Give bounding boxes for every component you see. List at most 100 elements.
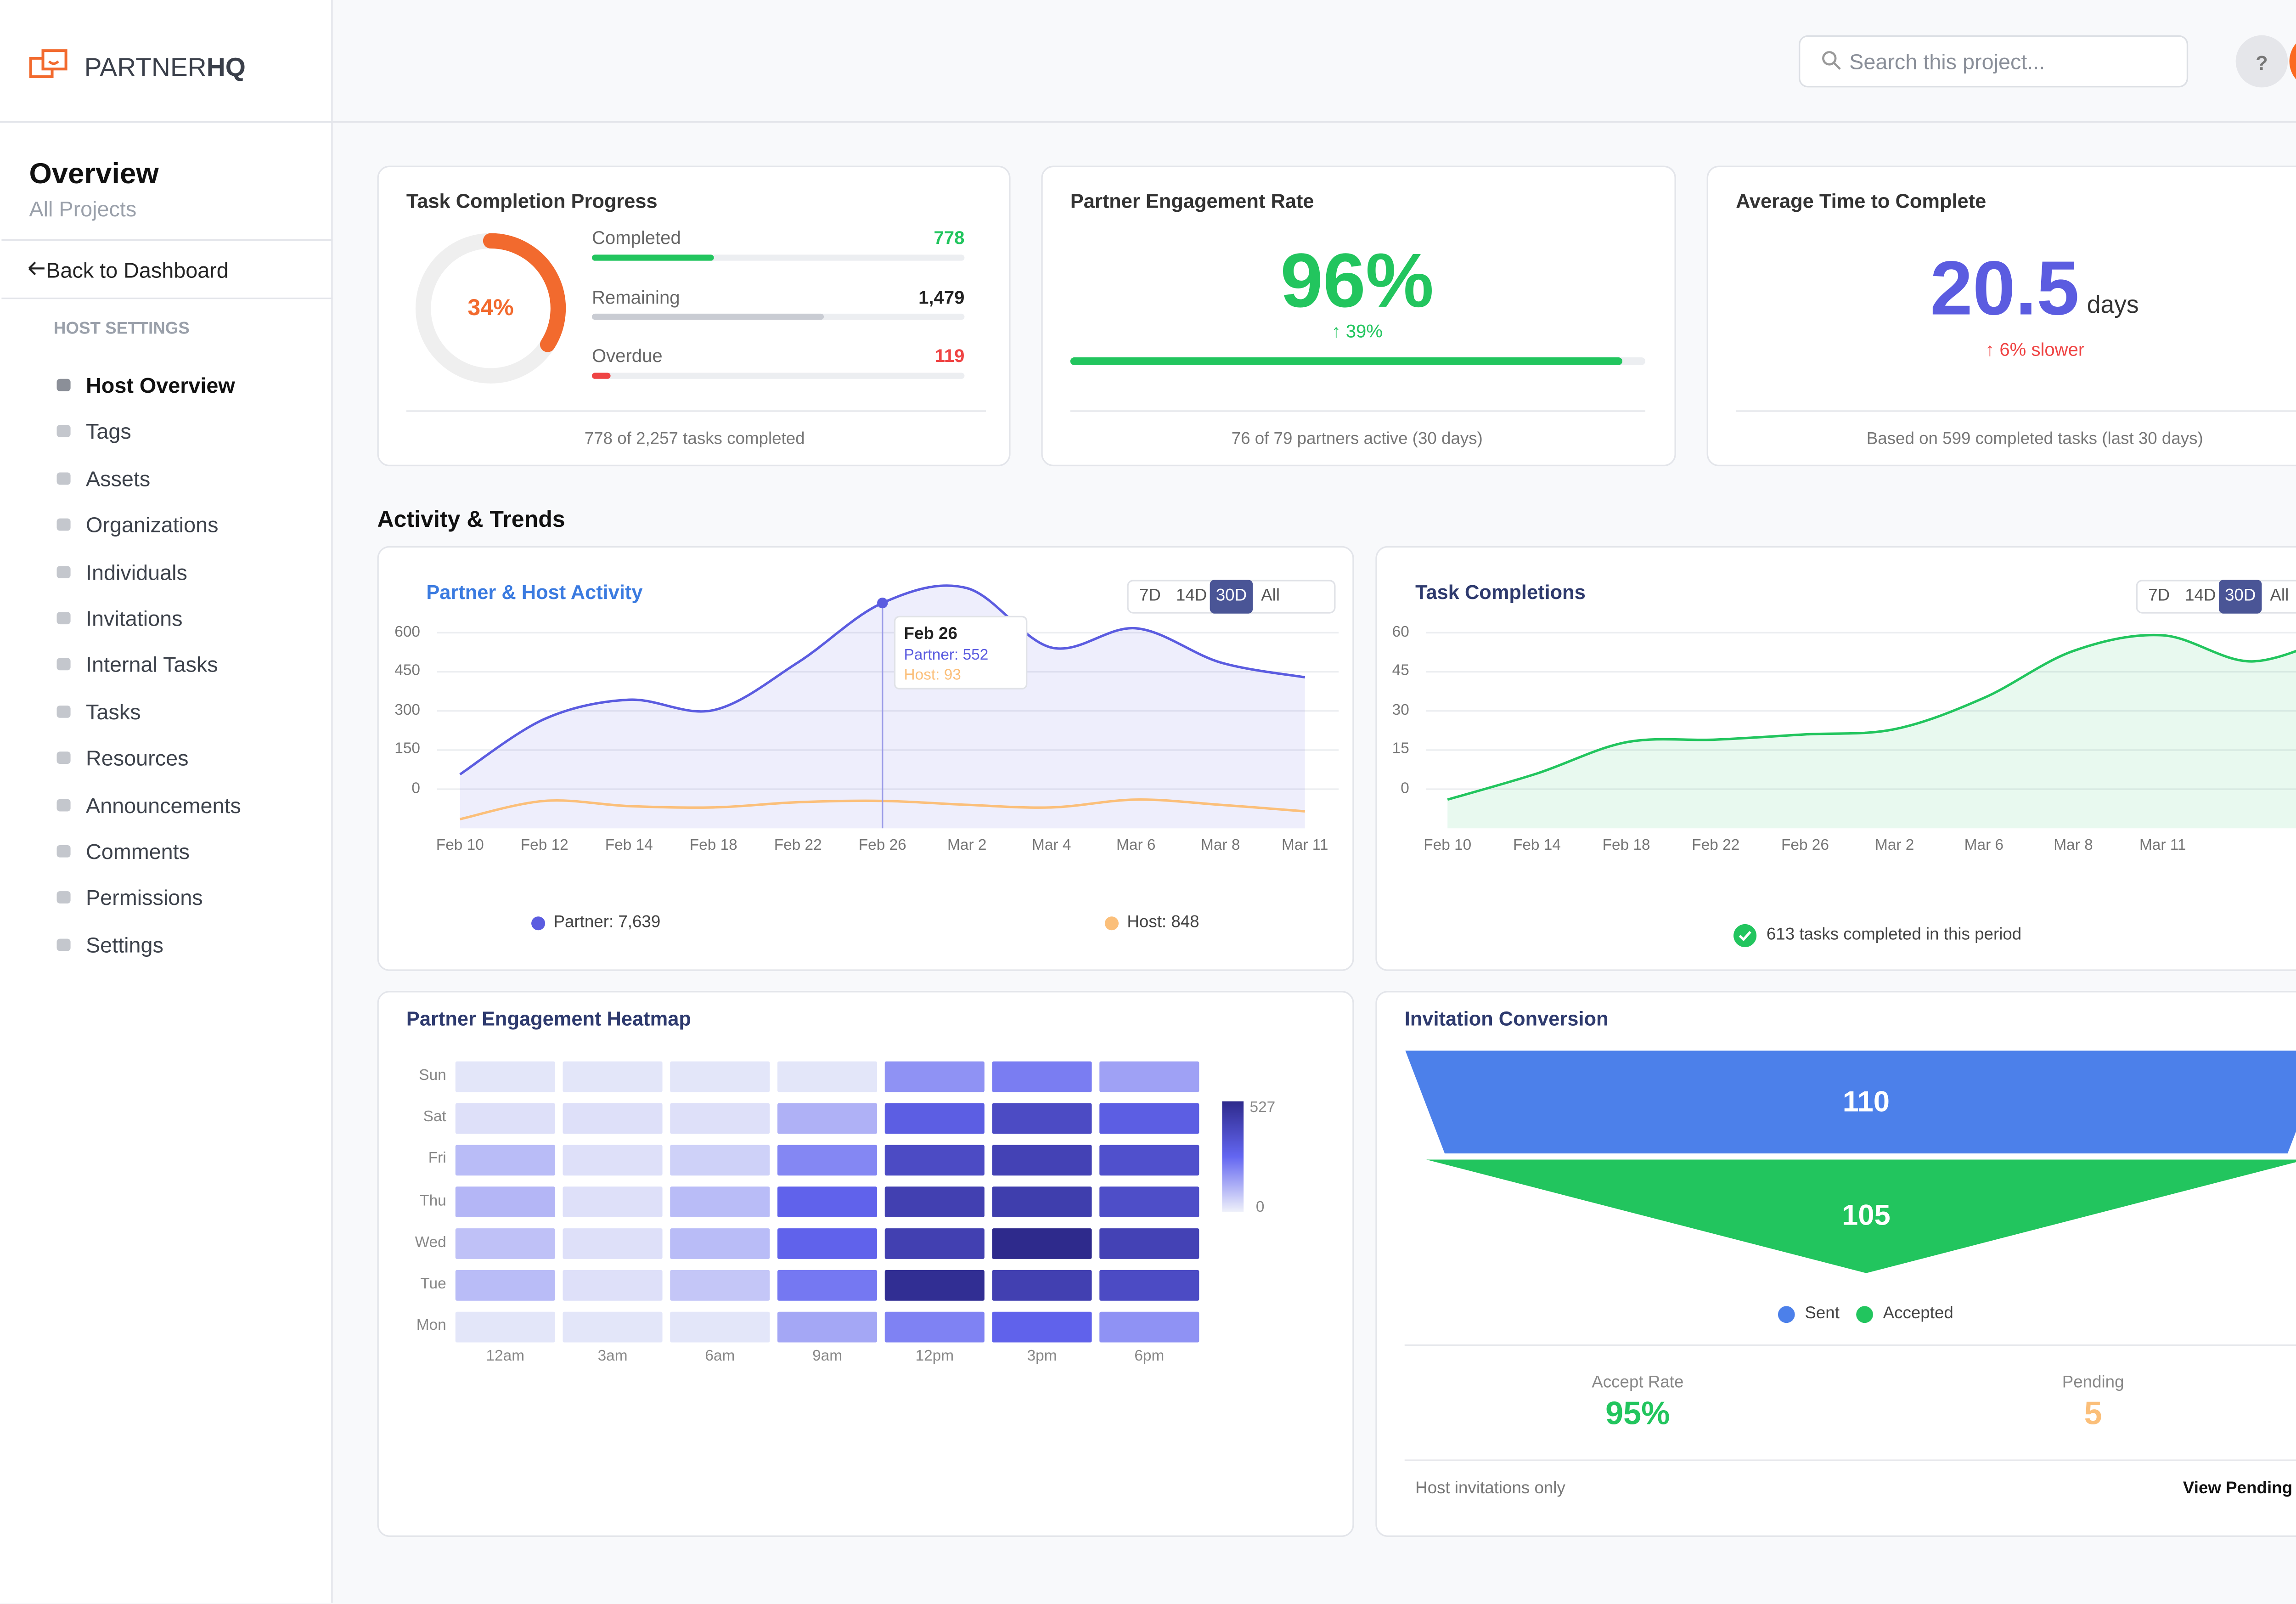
nav-icon (56, 658, 71, 671)
progress-bar (1070, 357, 1622, 365)
heat-cell (992, 1228, 1092, 1259)
heat-cell (563, 1145, 663, 1176)
x-tick-label: Mar 6 (1116, 837, 1156, 854)
heat-cell (670, 1311, 770, 1343)
y-tick-label: 15 (1392, 740, 1409, 758)
progress-value: 778 (934, 227, 965, 249)
heat-cell (992, 1061, 1092, 1092)
heat-cell (884, 1311, 985, 1343)
y-tick-label: 450 (394, 662, 420, 680)
activity-card (377, 546, 1354, 971)
range-button[interactable]: 14D (2185, 587, 2216, 605)
colorbar-label: 527 (1249, 1100, 1276, 1117)
legend-dot (1856, 1306, 1873, 1323)
range-button[interactable]: All (2270, 587, 2289, 605)
heat-cell (777, 1061, 878, 1092)
heat-cell (992, 1145, 1092, 1176)
heat-cell (777, 1228, 878, 1259)
donut-arc (483, 233, 566, 352)
range-active (1210, 580, 1253, 614)
nav-item[interactable]: Host Overview (86, 373, 235, 397)
nav-item[interactable]: Invitations (86, 606, 183, 631)
nav-icon (56, 565, 71, 578)
heat-cell (884, 1270, 985, 1301)
funnel-stage (1426, 1159, 2296, 1273)
x-tick-label: 6pm (1134, 1348, 1165, 1365)
sidebar-section: HOST SETTINGS (53, 320, 190, 339)
x-tick-label: Feb 10 (436, 837, 484, 854)
search-placeholder: Search this project... (1849, 49, 2045, 74)
search-box[interactable] (1798, 35, 2189, 88)
stat-value: 5 (2084, 1396, 2102, 1432)
help-button[interactable] (2235, 35, 2288, 88)
nav-item[interactable]: Announcements (86, 792, 241, 817)
chart-footer: 613 tasks completed in this period (1766, 926, 2022, 944)
nav-item[interactable]: Tasks (86, 699, 141, 724)
heat-cell (777, 1186, 878, 1218)
heat-cell (670, 1145, 770, 1176)
range-button[interactable]: 14D (1176, 587, 1207, 605)
nav-item[interactable]: Comments (86, 839, 190, 864)
nav-item[interactable]: Individuals (86, 559, 187, 584)
kpi-change: ↑ 39% (1331, 320, 1383, 342)
colorbar-label: 0 (1255, 1199, 1265, 1217)
stat-label: Accept Rate (1592, 1373, 1684, 1392)
x-tick-label: Feb 22 (774, 837, 822, 854)
progress-label: Overdue (591, 345, 663, 367)
funnel-stage (1405, 1051, 2296, 1154)
heat-cell (777, 1145, 878, 1176)
range-button[interactable]: 30D (1216, 587, 1247, 605)
completions-card (1375, 546, 2296, 971)
range-button[interactable]: 7D (2148, 587, 2170, 605)
x-tick-label: Mar 11 (2139, 837, 2186, 854)
nav-item[interactable]: Settings (86, 932, 163, 957)
nav-icon (56, 378, 71, 391)
nav-icon (56, 845, 71, 858)
legend-label: Sent (1805, 1305, 1840, 1323)
nav-item[interactable]: Organizations (86, 512, 219, 537)
nav-icon (56, 519, 71, 531)
x-tick-label: 6am (705, 1348, 735, 1365)
nav-icon (56, 612, 71, 625)
heat-cell (884, 1103, 985, 1134)
nav-item[interactable]: Tags (86, 419, 131, 444)
tooltip-title: Feb 26 (904, 625, 957, 644)
heat-cell (563, 1186, 663, 1218)
range-button[interactable]: All (1261, 587, 1280, 605)
x-tick-label: Mar 6 (1964, 837, 2004, 854)
x-tick-label: 3am (597, 1348, 628, 1365)
view-pending-link[interactable]: View Pending → (2183, 1479, 2296, 1498)
heat-cell (992, 1186, 1092, 1218)
x-tick-label: 9am (812, 1348, 843, 1365)
kpi-value: 96% (1280, 237, 1434, 324)
heat-cell (884, 1228, 985, 1259)
legend-dot (1104, 916, 1119, 931)
sidebar-title: Overview (29, 158, 159, 191)
x-tick-label: 3pm (1027, 1348, 1057, 1365)
heat-cell (670, 1103, 770, 1134)
nav-item[interactable]: Assets (86, 466, 151, 491)
nav-item[interactable]: Resources (86, 746, 189, 770)
progress-bar (591, 254, 714, 261)
heat-cell (777, 1103, 878, 1134)
nav-item[interactable]: Permissions (86, 886, 203, 910)
nav-item[interactable]: Internal Tasks (86, 652, 218, 677)
range-button[interactable]: 7D (1139, 587, 1161, 605)
y-tick-label: 300 (394, 701, 420, 719)
y-tick-label: Fri (428, 1151, 446, 1168)
range-button[interactable]: 30D (2224, 587, 2256, 605)
sidebar (0, 0, 333, 1603)
x-tick-label: 12am (486, 1348, 525, 1365)
brand-name: PARTNERHQ (84, 53, 246, 82)
heat-cell (992, 1270, 1092, 1301)
heat-cell (455, 1145, 555, 1176)
funnel-value: 105 (1841, 1200, 1891, 1233)
point (877, 598, 888, 609)
progress-label: Remaining (591, 286, 680, 308)
x-tick-label: Feb 14 (1513, 837, 1561, 854)
back-link[interactable]: Back to Dashboard (46, 258, 229, 282)
x-tick-label: Mar 2 (947, 837, 987, 854)
progress-bar (591, 313, 824, 320)
